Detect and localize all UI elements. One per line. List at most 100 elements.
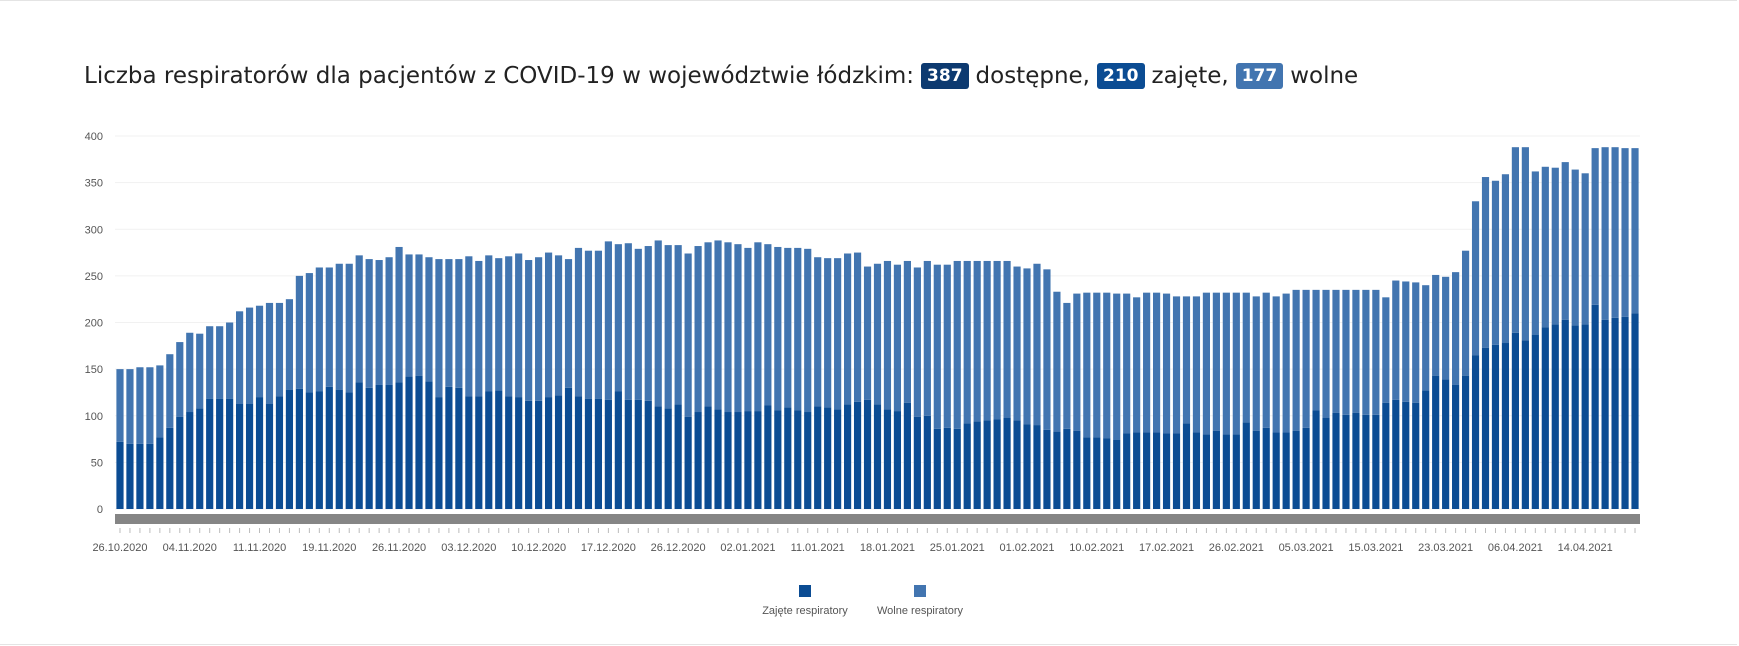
bar-occupied[interactable] (1113, 439, 1121, 509)
bar-occupied[interactable] (1452, 384, 1460, 509)
bar-occupied[interactable] (156, 437, 164, 509)
bar-free[interactable] (1162, 293, 1171, 434)
bar-free[interactable] (1282, 293, 1290, 433)
bar-free[interactable] (1222, 292, 1230, 435)
bar-occupied[interactable] (564, 387, 573, 509)
bar-free[interactable] (1432, 274, 1440, 376)
bar-occupied[interactable] (784, 407, 792, 509)
bar-free[interactable] (883, 260, 892, 410)
bar-occupied[interactable] (754, 411, 762, 509)
bar-free[interactable] (694, 246, 702, 413)
bar-free[interactable] (196, 333, 204, 409)
bar-free[interactable] (1621, 148, 1629, 317)
bar-free[interactable] (834, 258, 842, 410)
bar-occupied[interactable] (525, 400, 533, 509)
bar-occupied[interactable] (1491, 344, 1500, 509)
bar-occupied[interactable] (1043, 429, 1051, 509)
bar-occupied[interactable] (495, 390, 503, 509)
bar-free[interactable] (1372, 289, 1380, 415)
bar-occupied[interactable] (794, 410, 802, 509)
bar-free[interactable] (1152, 292, 1161, 433)
bar-free[interactable] (873, 263, 882, 405)
bar-free[interactable] (674, 245, 682, 405)
bar-occupied[interactable] (744, 411, 752, 509)
bar-occupied[interactable] (206, 398, 214, 509)
bar-occupied[interactable] (594, 398, 603, 509)
bar-free[interactable] (1073, 293, 1081, 431)
bar-free[interactable] (963, 260, 971, 424)
bar-occupied[interactable] (584, 398, 593, 509)
bar-occupied[interactable] (176, 416, 184, 509)
bar-free[interactable] (1631, 148, 1639, 314)
bar-free[interactable] (903, 260, 911, 403)
bar-occupied[interactable] (146, 443, 154, 509)
bar-free[interactable] (1252, 296, 1260, 431)
bar-free[interactable] (255, 305, 264, 398)
bar-occupied[interactable] (1083, 437, 1091, 509)
bar-free[interactable] (574, 247, 583, 397)
bar-occupied[interactable] (544, 397, 553, 509)
bar-free[interactable] (265, 302, 274, 404)
bar-free[interactable] (684, 253, 692, 417)
bar-free[interactable] (1452, 272, 1460, 385)
bar-occupied[interactable] (295, 388, 303, 509)
bar-occupied[interactable] (1312, 410, 1320, 509)
bar-occupied[interactable] (844, 404, 852, 509)
bar-occupied[interactable] (714, 409, 722, 509)
bar-free[interactable] (1611, 147, 1619, 318)
bar-occupied[interactable] (1272, 432, 1280, 509)
bar-occupied[interactable] (1232, 434, 1240, 509)
bar-occupied[interactable] (116, 441, 124, 509)
bar-occupied[interactable] (1432, 375, 1440, 509)
bar-occupied[interactable] (814, 406, 822, 509)
bar-free[interactable] (1461, 250, 1470, 376)
bar-free[interactable] (1262, 292, 1270, 428)
bar-free[interactable] (1272, 296, 1280, 433)
bar-occupied[interactable] (624, 399, 632, 509)
bar-occupied[interactable] (126, 443, 134, 509)
bar-free[interactable] (1023, 268, 1031, 425)
bar-free[interactable] (425, 257, 433, 382)
legend-occupied-swatch[interactable] (799, 585, 811, 597)
bar-free[interactable] (1422, 285, 1430, 391)
bar-free[interactable] (1312, 289, 1320, 411)
bar-occupied[interactable] (893, 411, 902, 509)
bar-occupied[interactable] (804, 412, 812, 509)
bar-free[interactable] (1402, 281, 1410, 402)
bar-free[interactable] (923, 260, 931, 416)
bar-free[interactable] (734, 244, 742, 413)
bar-free[interactable] (395, 246, 403, 383)
bar-free[interactable] (415, 254, 423, 376)
bar-free[interactable] (1103, 292, 1111, 439)
bar-occupied[interactable] (455, 387, 463, 509)
bar-occupied[interactable] (535, 400, 543, 509)
bar-free[interactable] (913, 267, 921, 417)
bar-free[interactable] (1501, 174, 1510, 344)
bar-free[interactable] (245, 307, 254, 404)
bar-occupied[interactable] (305, 392, 313, 509)
bar-free[interactable] (794, 247, 802, 411)
bar-free[interactable] (584, 250, 593, 399)
bar-free[interactable] (1442, 276, 1450, 380)
bar-occupied[interactable] (1601, 319, 1609, 509)
bar-occupied[interactable] (604, 399, 612, 509)
bar-occupied[interactable] (1172, 433, 1181, 509)
bar-free[interactable] (1332, 289, 1340, 413)
bar-occupied[interactable] (1292, 430, 1300, 509)
bar-free[interactable] (644, 246, 652, 401)
bar-occupied[interactable] (1282, 432, 1290, 509)
bar-free[interactable] (1571, 169, 1579, 326)
bar-occupied[interactable] (186, 412, 194, 509)
bar-occupied[interactable] (554, 395, 563, 509)
bar-occupied[interactable] (1182, 423, 1191, 509)
bar-free[interactable] (1382, 297, 1390, 403)
bar-occupied[interactable] (1571, 325, 1579, 509)
bar-occupied[interactable] (724, 412, 732, 509)
bar-free[interactable] (1601, 147, 1609, 320)
bar-free[interactable] (1083, 292, 1091, 438)
bar-free[interactable] (315, 267, 323, 392)
bar-free[interactable] (226, 322, 234, 399)
bar-free[interactable] (764, 244, 772, 406)
bar-occupied[interactable] (1073, 430, 1081, 509)
bar-free[interactable] (634, 248, 642, 400)
